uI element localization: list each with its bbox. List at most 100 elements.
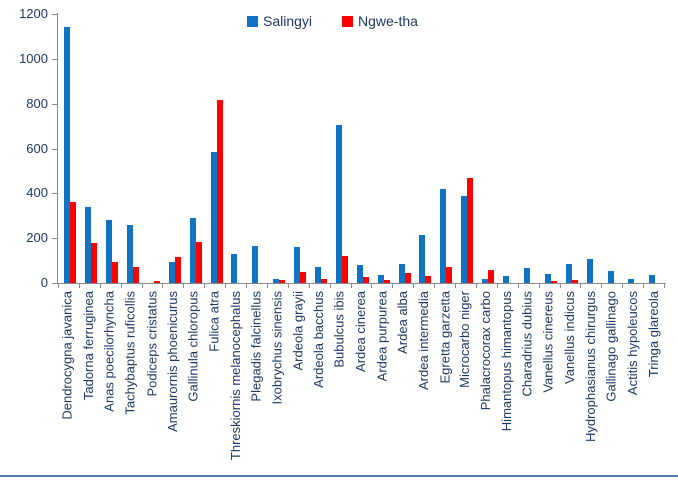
y-axis-tick (52, 104, 58, 105)
bar-salingyi-tadorna-ferruginea (85, 207, 91, 283)
y-tick-label: 800 (26, 96, 48, 111)
x-category-label: Microcarbo niger (457, 291, 472, 388)
x-axis-line (53, 283, 666, 284)
y-axis-line (57, 13, 58, 284)
bar-salingyi-vanellus-indicus (566, 264, 572, 283)
x-axis-tick (225, 283, 226, 288)
y-tick-label: 400 (26, 185, 48, 200)
x-category-label: Anas poecilorhyncha (102, 291, 117, 412)
bar-ngwe-tha-vanellus-cinereus (551, 281, 557, 283)
x-category-label: Podiceps cristatus (144, 291, 159, 397)
x-category-label: Plegadis falcinellus (249, 291, 264, 402)
x-axis-tick (497, 283, 498, 288)
bar-ngwe-tha-podiceps-cristatus (154, 281, 160, 283)
bar-salingyi-vanellus-cinereus (545, 274, 551, 283)
x-category-label: Vanellus cinereus (541, 291, 556, 393)
x-axis-tick (664, 283, 665, 288)
bar-ngwe-tha-ardea-cinerea (363, 277, 369, 283)
legend-label-ngwe-tha: Ngwe-tha (358, 13, 418, 29)
bar-salingyi-ardeola-grayii (294, 247, 300, 283)
x-axis-tick (330, 283, 331, 288)
bar-ngwe-tha-tachybaptus-ruficollis (133, 267, 139, 283)
bar-ngwe-tha-microcarbo-niger (467, 178, 473, 283)
y-axis-tick (52, 283, 58, 284)
x-category-label: Egretta garzetta (437, 291, 452, 384)
bar-salingyi-gallinula-chloropus (190, 218, 196, 283)
bar-salingyi-anas-poecilorhyncha (106, 220, 112, 283)
x-axis-tick (100, 283, 101, 288)
bar-ngwe-tha-ardea-purpurea (384, 280, 390, 283)
x-category-label: Bubulcus ibis (332, 291, 347, 368)
bar-salingyi-tachybaptus-ruficollis (127, 225, 133, 283)
bar-salingyi-himantopus-himantopus (503, 276, 509, 283)
bar-ngwe-tha-ardeola-grayii (300, 272, 306, 283)
y-axis-tick (52, 59, 58, 60)
x-category-label: Ardea alba (395, 291, 410, 354)
y-tick-label: 1200 (19, 6, 48, 21)
bar-ngwe-tha-bubulcus-ibis (342, 256, 348, 283)
bar-salingyi-ardeola-bacchus (315, 267, 321, 283)
x-axis-tick (539, 283, 540, 288)
x-category-label: Threskiornis melanocephalus (228, 291, 243, 461)
bar-ngwe-tha-ardea-alba (405, 273, 411, 283)
x-axis-tick (351, 283, 352, 288)
y-axis-tick (52, 14, 58, 15)
bar-salingyi-plegadis-falcinellus (252, 246, 258, 283)
x-category-label: Tachybaptus ruficollis (123, 291, 138, 415)
x-category-label: Vanellus indicus (562, 291, 577, 384)
x-axis-tick (58, 283, 59, 288)
bar-salingyi-amaurornis-phoenicurus (169, 262, 175, 283)
x-axis-tick (204, 283, 205, 288)
x-category-label: Ardeola grayii (290, 291, 305, 371)
bar-salingyi-phalacrocorax-carbo (482, 279, 488, 283)
bar-ngwe-tha-tadorna-ferruginea (91, 243, 97, 283)
x-axis-tick (601, 283, 602, 288)
x-category-label: Dendrocygna javanica (60, 291, 75, 420)
x-category-label: Hydrophasianus chirurgus (583, 291, 598, 443)
x-category-label: Actitis hypoleucos (625, 291, 640, 396)
bar-salingyi-ixobrychus-sinensis (273, 279, 279, 283)
x-axis-tick (288, 283, 289, 288)
y-axis-tick (52, 193, 58, 194)
bar-salingyi-microcarbo-niger (461, 196, 467, 283)
bar-salingyi-charadrius-dubius (524, 268, 530, 283)
x-axis-tick (371, 283, 372, 288)
bar-salingyi-egretta-garzetta (440, 189, 446, 283)
bar-ngwe-tha-gallinula-chloropus (196, 242, 202, 283)
x-axis-tick (121, 283, 122, 288)
x-axis-tick (79, 283, 80, 288)
y-tick-label: 200 (26, 230, 48, 245)
x-category-label: Gallinago gallinago (604, 291, 619, 402)
x-category-label: Amaurornis phoenicurus (165, 291, 180, 432)
legend-item-salingyi: Salingyi (247, 13, 312, 29)
x-axis-tick (455, 283, 456, 288)
x-axis-tick (643, 283, 644, 288)
x-category-label: Fulica atra (207, 291, 222, 352)
x-axis-tick (580, 283, 581, 288)
x-category-label: Ardea purpurea (374, 291, 389, 382)
bar-salingyi-ardea-intermedia (419, 235, 425, 283)
bar-ngwe-tha-ardeola-bacchus (321, 279, 327, 283)
y-tick-label: 0 (40, 275, 48, 290)
x-category-label: Ixobrychus sinensis (269, 291, 284, 405)
x-category-label: Ardeola bacchus (311, 291, 326, 388)
x-axis-tick (183, 283, 184, 288)
bar-salingyi-hydrophasianus-chirurgus (587, 259, 593, 283)
bar-ngwe-tha-fulica-atra (217, 100, 223, 283)
x-axis-tick (560, 283, 561, 288)
bar-salingyi-gallinago-gallinago (608, 271, 614, 283)
legend-item-ngwe-tha: Ngwe-tha (342, 13, 418, 29)
legend-swatch-ngwe-tha (342, 15, 353, 27)
bar-salingyi-dendrocygna-javanica (64, 27, 70, 283)
y-tick-label: 600 (26, 141, 48, 156)
bar-ngwe-tha-dendrocygna-javanica (70, 202, 76, 283)
x-axis-tick (246, 283, 247, 288)
bar-ngwe-tha-ixobrychus-sinensis (279, 280, 285, 283)
bar-ngwe-tha-phalacrocorax-carbo (488, 270, 494, 283)
bar-salingyi-ardea-purpurea (378, 275, 384, 283)
x-axis-tick (309, 283, 310, 288)
legend-swatch-salingyi (247, 15, 258, 27)
bar-salingyi-ardea-alba (399, 264, 405, 283)
x-axis-tick (518, 283, 519, 288)
x-category-label: Tadorna ferruginea (81, 291, 96, 401)
